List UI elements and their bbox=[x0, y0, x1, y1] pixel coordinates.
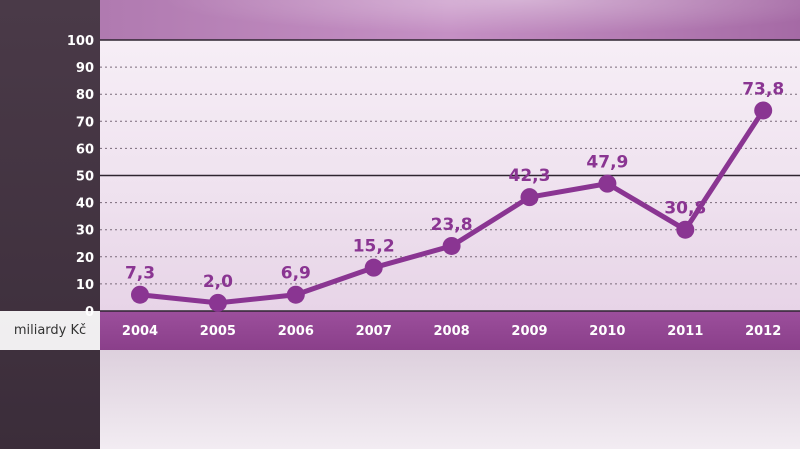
y-axis-ticks: 0 10 20 30 40 50 60 70 80 90 100 bbox=[67, 34, 94, 320]
y-tick-label: 60 bbox=[76, 142, 94, 157]
x-axis-band bbox=[100, 311, 800, 350]
y-tick-label: 40 bbox=[76, 197, 94, 212]
x-tick-label: 2009 bbox=[511, 324, 547, 339]
grid-lines bbox=[100, 39, 800, 312]
y-tick-label: 50 bbox=[76, 170, 94, 185]
data-label: 6,9 bbox=[281, 264, 311, 284]
unit-label: miliardy Kč bbox=[0, 311, 100, 350]
data-label: 7,3 bbox=[125, 264, 155, 284]
data-point bbox=[286, 285, 305, 304]
y-tick-label: 70 bbox=[76, 115, 94, 130]
x-tick-label: 2007 bbox=[356, 324, 392, 339]
y-tick-label: 30 bbox=[76, 224, 94, 239]
data-label: 47,9 bbox=[586, 153, 628, 173]
data-point bbox=[208, 293, 227, 312]
y-tick-label: 80 bbox=[76, 88, 94, 103]
y-tick-label: 0 bbox=[85, 305, 94, 320]
data-point bbox=[442, 236, 461, 255]
data-label: 2,0 bbox=[203, 272, 233, 292]
y-tick-label: 90 bbox=[76, 61, 94, 76]
data-label: 73,8 bbox=[742, 79, 784, 99]
x-tick-label: 2010 bbox=[589, 324, 625, 339]
background-header bbox=[100, 0, 800, 40]
background-footer bbox=[100, 350, 800, 449]
left-panel bbox=[0, 0, 100, 449]
data-point bbox=[754, 101, 773, 120]
data-point bbox=[364, 258, 383, 277]
x-tick-label: 2011 bbox=[667, 324, 703, 339]
data-label: 15,2 bbox=[353, 237, 395, 257]
data-label: 42,3 bbox=[509, 166, 551, 186]
data-label: 23,8 bbox=[431, 215, 473, 235]
x-tick-label: 2006 bbox=[278, 324, 314, 339]
x-tick-label: 2012 bbox=[745, 324, 781, 339]
data-labels: 7,3 2,0 6,9 15,2 23,8 42,3 47,9 30,8 73,8 bbox=[125, 79, 784, 291]
data-point bbox=[598, 174, 617, 193]
x-tick-label: 2004 bbox=[122, 324, 158, 339]
data-label: 30,8 bbox=[664, 199, 706, 219]
x-tick-label: 2005 bbox=[200, 324, 236, 339]
y-tick-label: 20 bbox=[76, 251, 94, 266]
y-tick-label: 100 bbox=[67, 34, 94, 49]
data-point bbox=[520, 188, 539, 207]
x-axis-ticks: 2004 2005 2006 2007 2008 2009 2010 2011 2012 bbox=[122, 324, 781, 339]
x-tick-label: 2008 bbox=[434, 324, 470, 339]
data-point bbox=[676, 220, 695, 239]
data-points bbox=[131, 101, 773, 312]
y-tick-label: 10 bbox=[76, 278, 94, 293]
data-point bbox=[131, 285, 149, 304]
